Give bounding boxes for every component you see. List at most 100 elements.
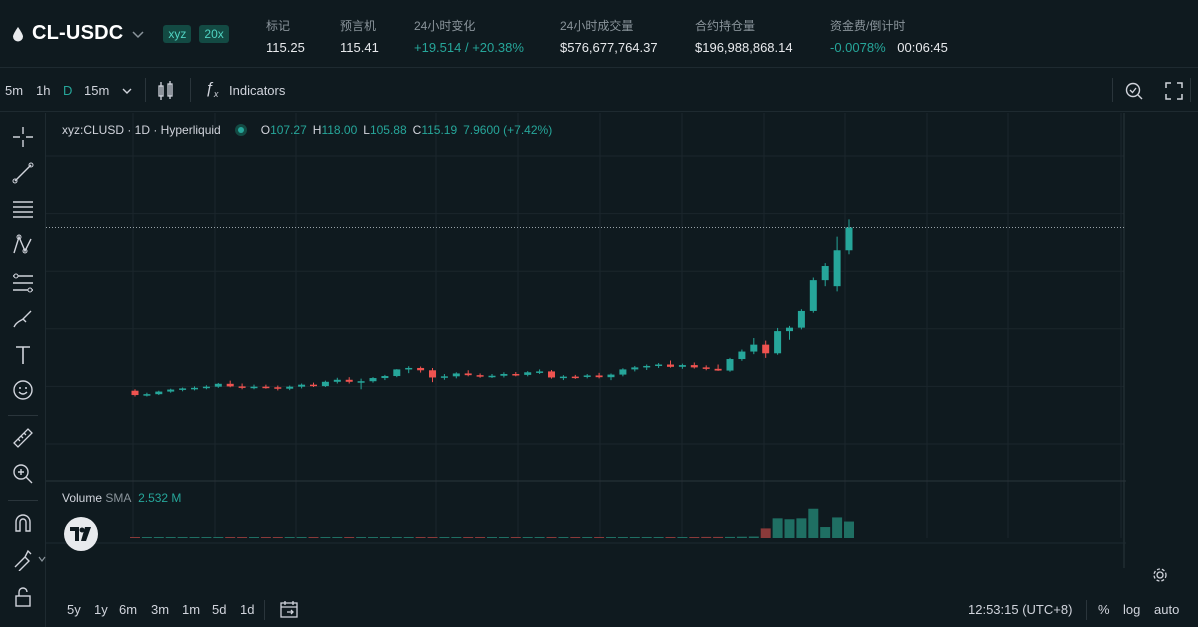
candle-body	[226, 383, 234, 387]
volume-bar	[130, 537, 140, 538]
function-icon[interactable]: ƒx	[205, 80, 219, 100]
clock-label[interactable]: 12:53:15 (UTC+8)	[968, 602, 1073, 617]
volume-bar	[165, 537, 176, 538]
volume-bar	[534, 537, 545, 538]
volume-bar	[475, 537, 486, 538]
candle-body	[762, 344, 770, 354]
volume-bar	[249, 537, 259, 538]
candle-body	[429, 370, 436, 378]
volume-bar	[760, 528, 771, 538]
emoji-icon[interactable]	[11, 378, 35, 402]
candle-body	[655, 364, 663, 367]
trend-line-icon[interactable]	[11, 161, 35, 185]
indicators-button[interactable]: Indicators	[229, 83, 286, 98]
market-header: CL-USDC xyz 20x 标记 115.25 预言机 115.41 24小…	[0, 0, 1198, 68]
candlestick-type-icon[interactable]	[156, 80, 176, 102]
volume-bar	[725, 536, 735, 538]
volume-bar	[487, 537, 497, 538]
parallel-lines-icon[interactable]	[11, 197, 35, 221]
candle-body	[274, 387, 282, 389]
volume-bar	[748, 536, 759, 538]
volume-bar	[296, 537, 307, 538]
range-5d[interactable]: 5d	[212, 602, 227, 617]
text-icon[interactable]	[11, 343, 35, 367]
volume-bar	[260, 537, 271, 538]
volume-bar	[153, 537, 164, 538]
price-chart[interactable]: 140.00120.00100.0080.00060.00040.000115.…	[46, 113, 1126, 568]
ruler-icon[interactable]	[11, 426, 35, 450]
candle-body	[202, 386, 210, 389]
candle-body	[738, 351, 746, 360]
range-1d[interactable]: 1d	[240, 602, 255, 617]
funding-rate: -0.0078%	[830, 40, 886, 55]
tradingview-logo[interactable]	[64, 517, 98, 551]
volume-bar	[713, 536, 724, 538]
candle-body	[809, 280, 817, 311]
volume-bar	[736, 536, 747, 538]
volume-bar	[820, 527, 831, 538]
chevron-down-icon[interactable]	[38, 555, 46, 563]
volume-bar	[701, 536, 712, 538]
volume-bar	[439, 537, 450, 538]
fullscreen-icon[interactable]	[1164, 81, 1184, 101]
volume-legend: Volume SMA 2.532 M	[62, 491, 182, 505]
volume-bar	[510, 537, 521, 538]
candle-body	[690, 365, 698, 368]
log-toggle[interactable]: log	[1123, 602, 1141, 617]
interval-15m[interactable]: 15m	[84, 83, 110, 98]
volume-bar	[272, 537, 283, 538]
range-3m[interactable]: 3m	[151, 602, 170, 617]
volume-bar	[427, 537, 438, 538]
candle-body	[797, 310, 805, 328]
candle-body	[250, 386, 258, 389]
candle-body	[607, 374, 615, 378]
chevron-down-icon[interactable]	[131, 27, 145, 41]
brush-icon[interactable]	[11, 307, 35, 331]
snapshot-icon[interactable]	[1123, 80, 1145, 102]
candle-body	[559, 376, 567, 379]
volume-bar	[308, 537, 319, 538]
interval-5m[interactable]: 5m	[5, 83, 24, 98]
range-1m[interactable]: 1m	[182, 602, 201, 617]
stat-mark: 标记 115.25	[266, 19, 305, 55]
volume-bar	[368, 537, 378, 538]
auto-toggle[interactable]: auto	[1154, 602, 1180, 617]
interval-d[interactable]: D	[63, 83, 73, 98]
crosshair-icon[interactable]	[11, 125, 35, 149]
zoom-in-icon[interactable]	[11, 462, 35, 486]
volume-bar	[594, 537, 605, 538]
candle-body	[595, 375, 603, 378]
candle-body	[536, 371, 544, 373]
volume-bar	[391, 537, 402, 538]
volume-bar	[796, 518, 807, 538]
chevron-down-icon[interactable]	[121, 86, 133, 96]
close-value: 115.19	[421, 123, 458, 137]
interval-1h[interactable]: 1h	[36, 83, 51, 98]
pair-selector[interactable]: CL-USDC xyz 20x	[12, 22, 229, 45]
lock-icon[interactable]	[11, 585, 35, 609]
range-5y[interactable]: 5y	[67, 602, 81, 617]
candle-body	[345, 379, 353, 382]
magnet-icon[interactable]	[11, 511, 35, 535]
symbol-label: xyz:CLUSD · 1D · Hyperliquid	[62, 123, 221, 137]
candle-body	[571, 376, 579, 379]
range-1y[interactable]: 1y	[94, 602, 108, 617]
candle-body	[583, 375, 591, 377]
candle-body	[262, 386, 270, 389]
candle-body	[500, 374, 508, 376]
gear-icon[interactable]	[1152, 567, 1168, 583]
range-6m[interactable]: 6m	[119, 602, 138, 617]
candle-body	[631, 367, 639, 370]
calendar-goto-icon[interactable]	[279, 599, 299, 619]
volume-bar	[558, 537, 569, 538]
volume-bar	[344, 537, 355, 538]
lock-drawings-icon[interactable]	[11, 547, 35, 571]
candle-body	[786, 327, 793, 332]
percent-toggle[interactable]: %	[1098, 602, 1110, 617]
high-value: 118.00	[321, 123, 358, 137]
fibonacci-icon[interactable]	[11, 271, 35, 295]
volume-bar	[403, 537, 414, 538]
pattern-icon[interactable]	[11, 233, 35, 257]
volume-bar	[844, 521, 854, 538]
candle-body	[143, 394, 151, 396]
